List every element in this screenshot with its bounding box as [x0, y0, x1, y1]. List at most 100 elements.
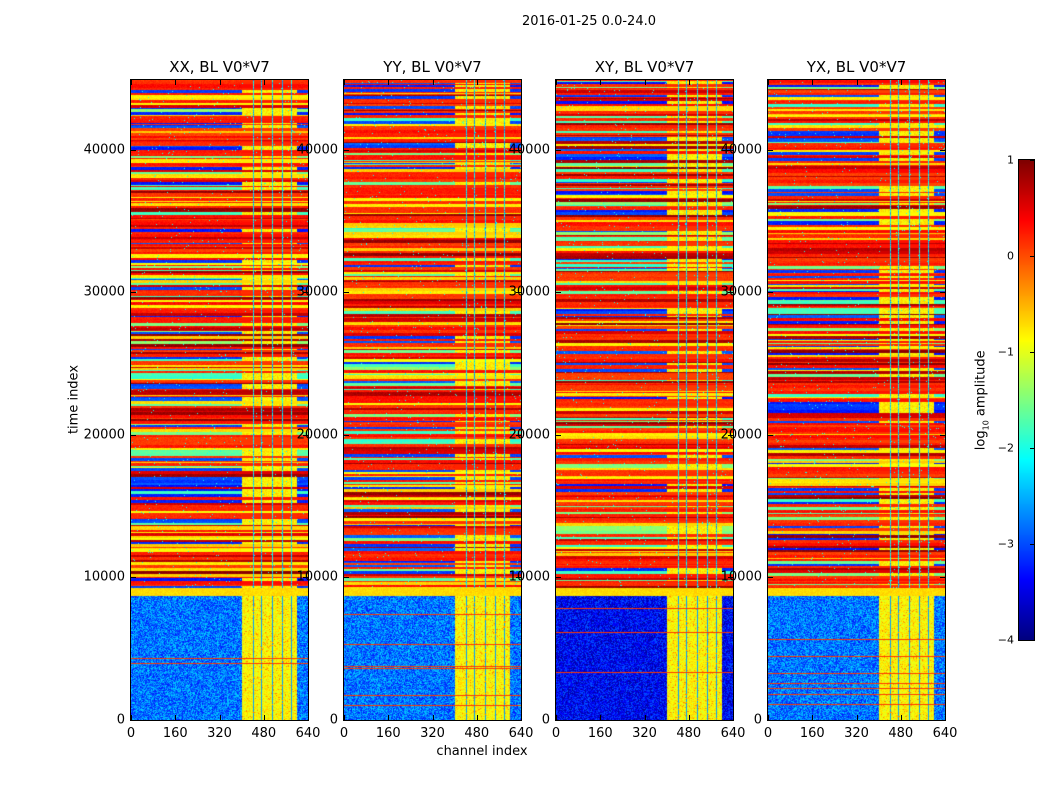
heatmap-yy: [344, 80, 521, 720]
y-tick-label: 30000: [720, 284, 762, 300]
y-tick-mark: [556, 292, 561, 294]
x-tick-mark: [856, 80, 858, 85]
x-tick-mark: [644, 715, 646, 720]
x-tick-mark: [644, 80, 646, 85]
y-tick-mark: [940, 292, 945, 294]
y-tick-label: 20000: [83, 427, 125, 443]
y-tick-mark: [344, 149, 349, 151]
x-tick-mark: [388, 80, 390, 85]
x-tick-label: 320: [207, 726, 232, 741]
y-tick-mark: [940, 577, 945, 579]
y-tick-mark: [728, 434, 733, 436]
y-tick-mark: [344, 292, 349, 294]
x-tick-mark: [600, 80, 602, 85]
y-tick-mark: [516, 434, 521, 436]
colorbar-tick-label: 0: [1007, 249, 1014, 263]
x-tick-mark: [900, 80, 902, 85]
heatmap-xx: [131, 80, 308, 720]
x-tick-mark: [308, 80, 309, 85]
y-tick-mark: [131, 292, 136, 294]
x-tick-mark: [556, 715, 557, 720]
x-tick-mark: [812, 715, 814, 720]
y-tick-mark: [556, 434, 561, 436]
y-tick-label: 30000: [508, 284, 550, 300]
colorbar-gradient: [1019, 160, 1034, 640]
y-tick-label: 20000: [296, 427, 338, 443]
y-tick-mark: [131, 720, 136, 721]
x-tick-mark: [945, 80, 946, 85]
y-tick-mark: [940, 720, 945, 721]
y-tick-mark: [556, 577, 561, 579]
x-tick-mark: [388, 715, 390, 720]
x-tick-mark: [344, 715, 345, 720]
y-tick-mark: [303, 292, 308, 294]
x-tick-label: 480: [464, 726, 490, 741]
y-tick-label: 10000: [296, 569, 338, 585]
y-tick-label: 40000: [720, 142, 762, 158]
panel-yx: YX, BL V0*V7 0 10000 20000 30000 40000 0 160 32…: [721, 58, 958, 741]
x-tick-mark: [521, 715, 522, 720]
y-tick-label: 0: [329, 712, 338, 728]
colorbar-tick-label: −1: [997, 345, 1014, 359]
y-tick-mark: [768, 149, 773, 151]
x-tick-mark: [476, 80, 478, 85]
colorbar-tick-mark: [1030, 160, 1034, 161]
y-tick-mark: [728, 292, 733, 294]
colorbar-tick-mark: [1030, 256, 1034, 257]
x-tick-mark: [476, 715, 478, 720]
x-tick-mark: [768, 715, 769, 720]
x-tick-label: 160: [162, 726, 188, 741]
y-tick-mark: [131, 577, 136, 579]
y-tick-label: 0: [753, 712, 762, 728]
y-tick-mark: [940, 149, 945, 151]
x-tick-mark: [175, 80, 177, 85]
x-tick-mark: [900, 715, 902, 720]
x-tick-mark: [812, 80, 814, 85]
x-tick-mark: [945, 715, 946, 720]
panel-yy: YY, BL V0*V7 0 10000 20000 30000 40000 0 160 32…: [297, 58, 534, 741]
x-tick-mark: [175, 715, 177, 720]
x-tick-mark: [131, 80, 132, 85]
y-tick-mark: [303, 720, 308, 721]
x-tick-mark: [308, 715, 309, 720]
x-tick-label: 160: [375, 726, 401, 741]
x-tick-mark: [556, 80, 557, 85]
x-tick-mark: [768, 80, 769, 85]
y-tick-mark: [344, 577, 349, 579]
x-tick-mark: [219, 80, 221, 85]
x-tick-label: 640: [295, 726, 321, 741]
x-tick-label: 480: [676, 726, 702, 741]
figure-title: 2016-01-25 0.0-24.0: [522, 14, 656, 29]
y-tick-label: 40000: [508, 142, 550, 158]
x-tick-mark: [688, 715, 690, 720]
x-tick-label: 320: [844, 726, 869, 741]
x-tick-label: 640: [720, 726, 746, 741]
y-tick-label: 10000: [508, 569, 550, 585]
y-tick-mark: [728, 149, 733, 151]
x-tick-mark: [432, 80, 434, 85]
x-tick-mark: [344, 80, 345, 85]
y-tick-mark: [556, 720, 561, 721]
x-tick-mark: [263, 80, 265, 85]
y-tick-mark: [516, 292, 521, 294]
x-tick-label: 640: [508, 726, 534, 741]
y-tick-label: 0: [116, 712, 125, 728]
x-tick-mark: [688, 80, 690, 85]
colorbar-label: log10 amplitude: [974, 340, 991, 460]
x-tick-label: 0: [339, 726, 349, 741]
y-tick-mark: [556, 149, 561, 151]
x-tick-label: 480: [251, 726, 277, 741]
colorbar-tick-label: −4: [997, 633, 1014, 647]
panel-title: XY, BL V0*V7: [594, 58, 695, 76]
x-tick-mark: [432, 715, 434, 720]
y-tick-mark: [728, 577, 733, 579]
y-tick-mark: [131, 434, 136, 436]
y-tick-mark: [768, 720, 773, 721]
colorbar-tick-label: −3: [997, 537, 1014, 551]
y-tick-mark: [516, 577, 521, 579]
y-tick-mark: [131, 149, 136, 151]
x-tick-mark: [131, 715, 132, 720]
colorbar-tick-mark: [1030, 544, 1034, 545]
x-tick-label: 480: [888, 726, 914, 741]
y-tick-label: 10000: [83, 569, 125, 585]
